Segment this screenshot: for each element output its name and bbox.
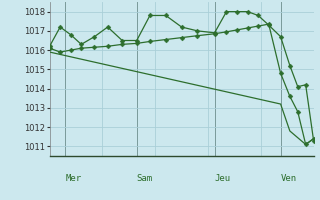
Text: Ven: Ven bbox=[281, 174, 297, 183]
Text: Jeu: Jeu bbox=[215, 174, 231, 183]
Text: Sam: Sam bbox=[137, 174, 153, 183]
Text: Pression niveau de la mer( hPa ): Pression niveau de la mer( hPa ) bbox=[98, 199, 266, 200]
Text: Mer: Mer bbox=[66, 174, 82, 183]
